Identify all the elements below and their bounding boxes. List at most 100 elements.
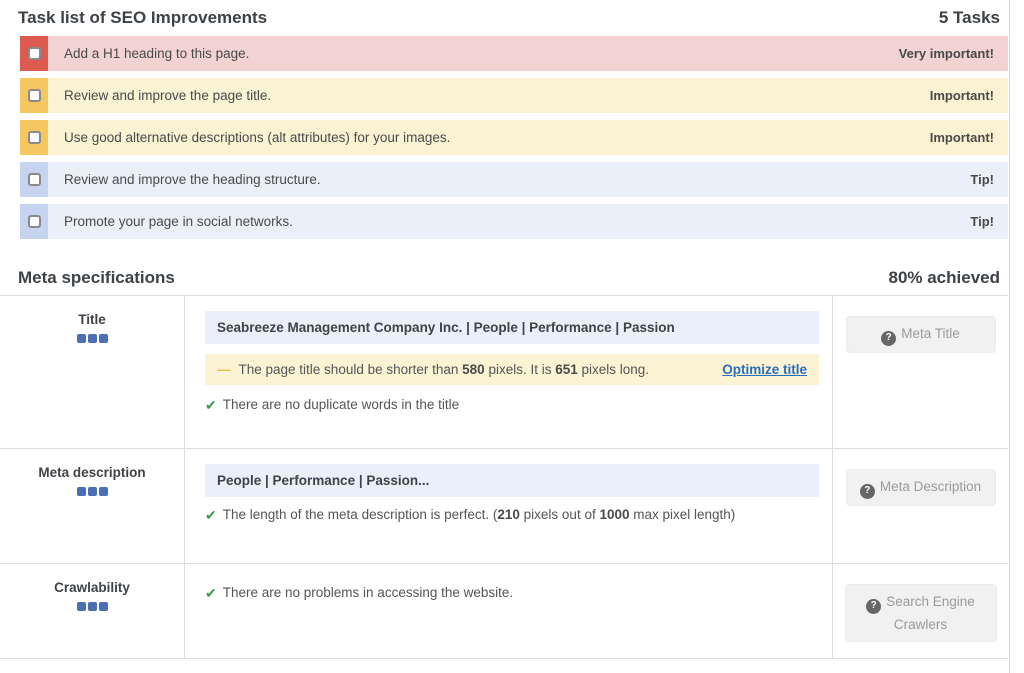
task-importance-badge: Very important! [898, 46, 994, 61]
task-checkbox[interactable] [27, 47, 41, 60]
crawlability-check: ✔ There are no problems in accessing the… [205, 585, 819, 602]
check-text-post: max pixel length) [629, 507, 736, 522]
page-title-value: Seabreeze Management Company Inc. | Peop… [205, 311, 819, 344]
check-icon: ✔ [205, 397, 217, 413]
priority-dot [87, 602, 97, 611]
meta-row-title: Title Seabreeze Management Company Inc. … [0, 296, 1008, 449]
task-importance-badge: Important! [929, 130, 994, 145]
task-checkbox-cell [20, 120, 48, 155]
check-text: There are no duplicate words in the titl… [222, 397, 460, 412]
row-label-column: Crawlability [0, 564, 185, 658]
priority-dot [76, 334, 86, 343]
priority-dots-icon [0, 487, 184, 496]
task-row-body: Use good alternative descriptions (alt a… [48, 120, 1008, 155]
priority-dot [87, 487, 97, 496]
description-max-value: 1000 [599, 507, 630, 522]
check-text: The length of the meta description is pe… [223, 507, 736, 522]
row-label-column: Title [0, 296, 185, 448]
row-content-column: People | Performance | Passion... ✔ The … [185, 449, 833, 563]
warning-actual-value: 651 [555, 362, 578, 377]
task-row-body: Review and improve the page title. Impor… [48, 78, 1008, 113]
meta-row-description: Meta description People | Performance | … [0, 449, 1008, 564]
check-text: There are no problems in accessing the w… [222, 585, 514, 600]
task-checkbox[interactable] [27, 89, 41, 102]
row-help-column: ? Meta Title [833, 296, 1008, 448]
task-checkbox-cell [20, 204, 48, 239]
priority-dot [98, 602, 108, 611]
description-length-check: ✔ The length of the meta description is … [205, 507, 819, 524]
row-label: Crawlability [54, 580, 130, 595]
task-list-header: Task list of SEO Improvements 5 Tasks [0, 0, 1024, 36]
priority-dot [87, 334, 97, 343]
task-label: Review and improve the heading structure… [64, 172, 321, 187]
task-label: Promote your page in social networks. [64, 214, 293, 229]
task-row: Review and improve the page title. Impor… [20, 78, 1008, 113]
priority-dot [76, 487, 86, 496]
priority-dots-icon [0, 334, 184, 343]
priority-dot [98, 334, 108, 343]
task-row-body: Review and improve the heading structure… [48, 162, 1008, 197]
task-label: Add a H1 heading to this page. [64, 46, 250, 61]
meta-description-help-button[interactable]: ? Meta Description [845, 469, 996, 506]
question-icon: ? [866, 598, 882, 614]
task-checkbox[interactable] [27, 131, 41, 144]
row-label: Title [78, 312, 106, 327]
meta-specifications-title: Meta specifications [18, 268, 175, 287]
warning-text: The page title should be shorter than 58… [239, 362, 711, 377]
task-count: 5 Tasks [938, 8, 1000, 27]
row-content-column: Seabreeze Management Company Inc. | Peop… [185, 296, 833, 448]
help-button-label: Meta Title [901, 326, 960, 341]
title-length-warning: — The page title should be shorter than … [205, 354, 819, 385]
row-label: Meta description [38, 465, 146, 480]
meta-description-value: People | Performance | Passion... [205, 464, 819, 497]
question-icon: ? [881, 330, 897, 346]
meta-row-crawlability: Crawlability ✔ There are no problems in … [0, 564, 1008, 658]
check-text-pre: The length of the meta description is pe… [222, 507, 498, 522]
description-pixel-value: 210 [497, 507, 520, 522]
check-icon: ✔ [205, 585, 217, 601]
check-text-mid: pixels out of [519, 507, 600, 522]
task-row: Use good alternative descriptions (alt a… [20, 120, 1008, 155]
task-importance-badge: Tip! [970, 214, 994, 229]
achieved-percentage: 80% achieved [888, 268, 1000, 287]
task-importance-badge: Tip! [970, 172, 994, 187]
warning-dash-icon: — [217, 362, 231, 377]
task-checkbox[interactable] [27, 215, 41, 228]
task-importance-badge: Important! [929, 88, 994, 103]
task-checkbox-cell [20, 78, 48, 113]
task-row: Promote your page in social networks. Ti… [20, 204, 1008, 239]
task-checkbox[interactable] [27, 173, 41, 186]
help-button-label: Search Engine Crawlers [886, 594, 975, 632]
warning-text-mid: pixels. It is [484, 362, 556, 377]
priority-dots-icon [0, 602, 184, 611]
task-row-body: Add a H1 heading to this page. Very impo… [48, 36, 1008, 71]
question-icon: ? [859, 483, 875, 499]
meta-title-help-button[interactable]: ? Meta Title [845, 316, 996, 353]
title-duplicate-check: ✔ There are no duplicate words in the ti… [205, 397, 819, 414]
priority-dot [98, 487, 108, 496]
task-row-body: Promote your page in social networks. Ti… [48, 204, 1008, 239]
help-button-label: Meta Description [879, 479, 982, 494]
optimize-title-link[interactable]: Optimize title [722, 362, 807, 377]
warning-text-post: pixels long. [577, 362, 650, 377]
warning-text-pre: The page title should be shorter than [238, 362, 463, 377]
row-content-column: ✔ There are no problems in accessing the… [185, 564, 833, 658]
row-label-column: Meta description [0, 449, 185, 563]
check-icon: ✔ [205, 507, 217, 523]
row-help-column: ? Search Engine Crawlers [833, 564, 1008, 658]
search-engine-crawlers-help-button[interactable]: ? Search Engine Crawlers [844, 584, 997, 643]
task-label: Use good alternative descriptions (alt a… [64, 130, 451, 145]
task-label: Review and improve the page title. [64, 88, 272, 103]
task-row: Add a H1 heading to this page. Very impo… [20, 36, 1008, 71]
priority-dot [76, 602, 86, 611]
panel-right-border [1009, 0, 1010, 673]
task-list-title: Task list of SEO Improvements [18, 8, 268, 27]
task-checkbox-cell [20, 36, 48, 71]
task-row: Review and improve the heading structure… [20, 162, 1008, 197]
row-help-column: ? Meta Description [833, 449, 1008, 563]
warning-limit-value: 580 [462, 362, 485, 377]
task-checkbox-cell [20, 162, 48, 197]
meta-specifications-header: Meta specifications 80% achieved [18, 268, 1000, 288]
meta-specifications-table: Title Seabreeze Management Company Inc. … [0, 295, 1008, 659]
